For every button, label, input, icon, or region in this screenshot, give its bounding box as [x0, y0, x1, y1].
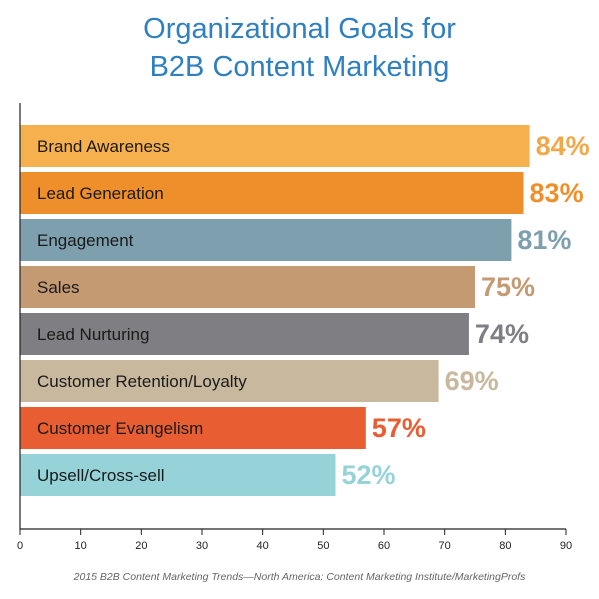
- source-note: 2015 B2B Content Marketing Trends—North …: [73, 571, 526, 583]
- x-tick-label-70: 70: [439, 540, 451, 552]
- x-tick-label-60: 60: [378, 540, 390, 552]
- category-label-7: Customer Evangelism: [37, 419, 203, 438]
- bar-1: [20, 125, 530, 167]
- category-label-6: Customer Retention/Loyalty: [37, 372, 247, 391]
- value-label-5: 74%: [475, 319, 529, 349]
- x-tick-label-90: 90: [560, 540, 572, 552]
- value-label-4: 75%: [481, 272, 535, 302]
- x-tick-label-10: 10: [75, 540, 87, 552]
- value-label-3: 81%: [517, 225, 571, 255]
- x-tick-label-20: 20: [135, 540, 147, 552]
- category-label-3: Engagement: [37, 231, 134, 250]
- bar-6: [20, 360, 439, 402]
- value-label-2: 83%: [530, 178, 584, 208]
- value-label-8: 52%: [341, 460, 395, 490]
- category-label-2: Lead Generation: [37, 184, 164, 203]
- bar-3: [20, 219, 512, 261]
- bar-4: [20, 266, 475, 308]
- chart-title-line-1: Organizational Goals for: [143, 13, 456, 45]
- chart-title-line-2: B2B Content Marketing: [149, 51, 450, 83]
- category-label-8: Upsell/Cross-sell: [37, 466, 165, 485]
- category-label-5: Lead Nurturing: [37, 325, 149, 344]
- x-tick-label-40: 40: [257, 540, 269, 552]
- value-label-1: 84%: [536, 131, 590, 161]
- chart-title: Organizational Goals for B2B Content Mar…: [0, 10, 599, 86]
- value-label-6: 69%: [445, 366, 499, 396]
- category-label-4: Sales: [37, 278, 80, 297]
- category-label-1: Brand Awareness: [37, 137, 170, 156]
- value-label-7: 57%: [372, 413, 426, 443]
- x-tick-label-80: 80: [499, 540, 511, 552]
- x-tick-label-0: 0: [17, 540, 23, 552]
- x-tick-label-50: 50: [317, 540, 329, 552]
- bar-5: [20, 313, 469, 355]
- bar-7: [20, 407, 366, 449]
- x-tick-label-30: 30: [196, 540, 208, 552]
- bar-2: [20, 172, 524, 214]
- bar-8: [20, 454, 336, 496]
